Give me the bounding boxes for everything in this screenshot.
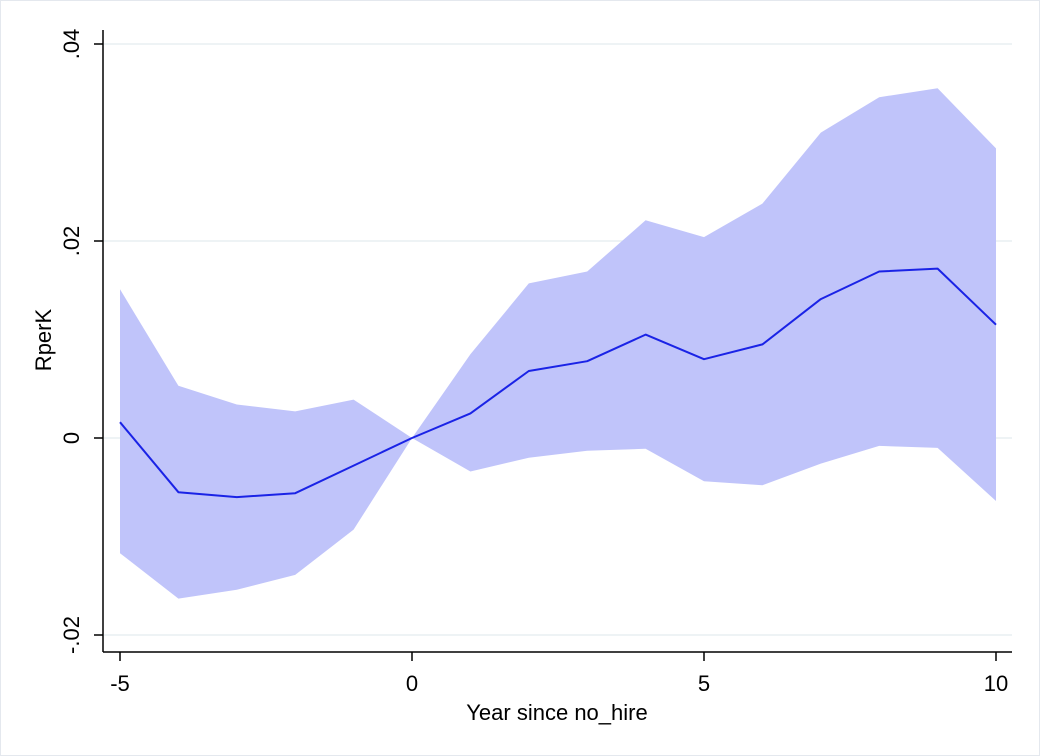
series-group <box>119 267 997 499</box>
x-axis-title: Year since no_hire <box>466 700 647 725</box>
x-tick-label-0: -5 <box>110 671 130 696</box>
series-line <box>119 267 997 499</box>
x-tick-label-1: 0 <box>406 671 418 696</box>
confidence-band <box>120 88 996 599</box>
y-tick-label-2: .02 <box>59 226 84 257</box>
y-tick-label-0: -.02 <box>59 616 84 654</box>
axes <box>102 30 1012 653</box>
y-axis-title: RperK <box>31 308 56 371</box>
y-tick-label-1: 0 <box>59 432 84 444</box>
x-tick-label-2: 5 <box>698 671 710 696</box>
x-tick-label-3: 10 <box>984 671 1008 696</box>
y-tick-label-3: .04 <box>59 29 84 60</box>
ticks: -5 0 5 10 -.02 0 .02 .04 <box>59 29 1008 696</box>
